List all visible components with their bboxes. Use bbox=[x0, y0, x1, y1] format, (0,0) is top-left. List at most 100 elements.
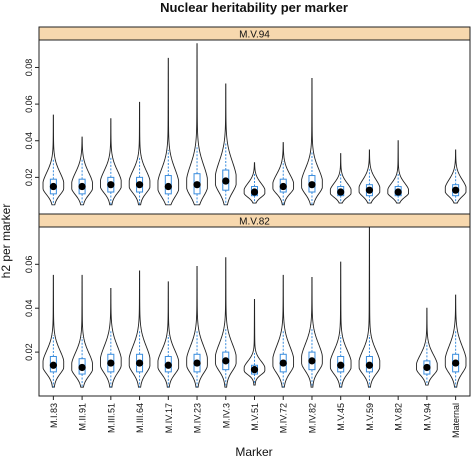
violin-outline bbox=[387, 140, 409, 204]
violin-median-dot bbox=[49, 361, 57, 369]
y-tick-label: 0.04 bbox=[24, 299, 34, 317]
x-tick-label-m-i-83: M.I.83 bbox=[49, 403, 59, 428]
x-tick-label-m-v-59: M.V.59 bbox=[365, 403, 375, 431]
x-tick-label-m-iv-3: M.IV.3 bbox=[221, 403, 231, 428]
violin-median-dot bbox=[452, 359, 460, 367]
violin-median-dot bbox=[164, 182, 172, 191]
panel-frame bbox=[38, 39, 471, 215]
x-tick-label-m-v-94: M.V.94 bbox=[422, 403, 432, 431]
violin-m-iv-23 bbox=[186, 266, 208, 388]
violin-median-dot bbox=[423, 363, 431, 372]
violin-median-dot bbox=[365, 186, 374, 194]
violin-outline bbox=[42, 114, 65, 206]
violin-median-dot bbox=[279, 182, 287, 191]
violin-m-iii-64 bbox=[128, 270, 151, 388]
y-tick-label: 0.08 bbox=[24, 59, 34, 77]
violin-median-dot bbox=[164, 361, 172, 369]
violin-median-dot bbox=[107, 181, 115, 189]
violin-outline bbox=[329, 261, 352, 388]
violin-median-dot bbox=[337, 188, 345, 196]
violin-median-dot bbox=[365, 361, 374, 369]
violin-m-iii-51 bbox=[100, 288, 122, 388]
violin-outline bbox=[214, 83, 237, 206]
x-axis-label: Marker bbox=[235, 445, 272, 459]
x-tick-label-m-iv-23: M.IV.23 bbox=[193, 403, 203, 433]
violin-outline bbox=[272, 142, 295, 206]
violin-median-dot bbox=[337, 361, 345, 369]
violin-m-iv-3 bbox=[214, 83, 237, 206]
violin-m-iv-17 bbox=[157, 281, 180, 388]
violin-median-dot bbox=[222, 177, 230, 185]
x-tick-label-m-iii-64: M.III.64 bbox=[135, 403, 145, 433]
violin-outline bbox=[42, 274, 65, 388]
x-tick-label-m-iii-51: M.III.51 bbox=[106, 403, 116, 433]
x-tick-label-m-v-45: M.V.45 bbox=[336, 403, 346, 431]
violin-m-ii-91 bbox=[71, 136, 93, 206]
violin-outline bbox=[186, 266, 208, 388]
violin-m-iv-72 bbox=[272, 142, 295, 206]
violin-m-v-82 bbox=[387, 140, 409, 204]
violin-outline bbox=[100, 288, 122, 388]
violin-median-dot bbox=[135, 181, 144, 189]
x-tick-label-m-iv-72: M.IV.72 bbox=[279, 403, 289, 433]
x-tick-label-maternal: Maternal bbox=[451, 403, 461, 438]
violin-median-dot bbox=[250, 188, 259, 196]
violin-median-dot bbox=[308, 357, 316, 365]
violin-m-v-59 bbox=[358, 226, 381, 388]
violin-m-iv-72 bbox=[272, 274, 295, 388]
violin-outline bbox=[157, 57, 180, 206]
panel-strip-label: M.V.94 bbox=[239, 30, 270, 41]
violin-m-v-45 bbox=[329, 153, 352, 204]
violin-outline bbox=[272, 274, 295, 388]
violin-outline bbox=[71, 136, 93, 206]
x-tick-label-m-iv-17: M.IV.17 bbox=[164, 403, 174, 433]
x-tick-label-m-v-51: M.V.51 bbox=[250, 403, 260, 431]
violin-median-dot bbox=[78, 182, 86, 191]
violin-m-ii-91 bbox=[71, 274, 93, 388]
violin-m-iii-64 bbox=[128, 101, 151, 206]
violin-median-dot bbox=[193, 359, 201, 367]
violin-median-dot bbox=[107, 359, 115, 367]
violin-outline bbox=[128, 101, 151, 206]
violin-median-dot bbox=[78, 363, 86, 372]
violin-outline bbox=[186, 43, 208, 206]
violin-m-v-51 bbox=[243, 162, 266, 204]
violin-maternal bbox=[444, 294, 467, 388]
x-tick-label-m-iv-82: M.IV.82 bbox=[307, 403, 317, 433]
violin-outline bbox=[358, 149, 381, 204]
violin-m-v-45 bbox=[329, 261, 352, 388]
panel-strip-label: M.V.82 bbox=[239, 217, 270, 228]
violin-m-v-59 bbox=[358, 149, 381, 204]
violin-outline bbox=[128, 270, 151, 388]
violin-m-iv-82 bbox=[301, 78, 323, 206]
x-tick-label-m-ii-91: M.II.91 bbox=[78, 403, 88, 431]
violin-median-dot bbox=[452, 186, 460, 194]
violin-m-iv-3 bbox=[214, 257, 237, 388]
violin-outline bbox=[157, 281, 180, 388]
violin-median-dot bbox=[135, 359, 144, 367]
violin-median-dot bbox=[308, 181, 316, 189]
y-tick-label: 0.02 bbox=[24, 343, 34, 361]
violin-outline bbox=[301, 78, 323, 206]
violin-outline bbox=[243, 298, 266, 386]
y-axis-label: h2 per marker bbox=[0, 204, 13, 279]
x-tick-label-m-v-82: M.V.82 bbox=[394, 403, 404, 431]
violin-m-iv-17 bbox=[157, 57, 180, 206]
violin-median-dot bbox=[394, 188, 402, 196]
violin-median-dot bbox=[49, 182, 57, 191]
violin-m-i-83 bbox=[42, 114, 65, 206]
violin-median-dot bbox=[222, 357, 230, 365]
violin-m-iii-51 bbox=[100, 118, 122, 206]
panels-layer: M.V.94 0.02 0.04 0.06 0.08 M.V.82 0.02 0.04 0.06… bbox=[24, 26, 471, 438]
violin-m-v-51 bbox=[243, 298, 266, 386]
violin-outline bbox=[301, 277, 323, 388]
y-tick-label: 0.06 bbox=[24, 95, 34, 113]
violin-outline bbox=[358, 226, 381, 388]
violin-m-iv-23 bbox=[186, 43, 208, 206]
violin-m-iv-82 bbox=[301, 277, 323, 388]
y-tick-label: 0.04 bbox=[24, 132, 34, 150]
violin-m-i-83 bbox=[42, 274, 65, 388]
violin-median-dot bbox=[279, 359, 287, 367]
